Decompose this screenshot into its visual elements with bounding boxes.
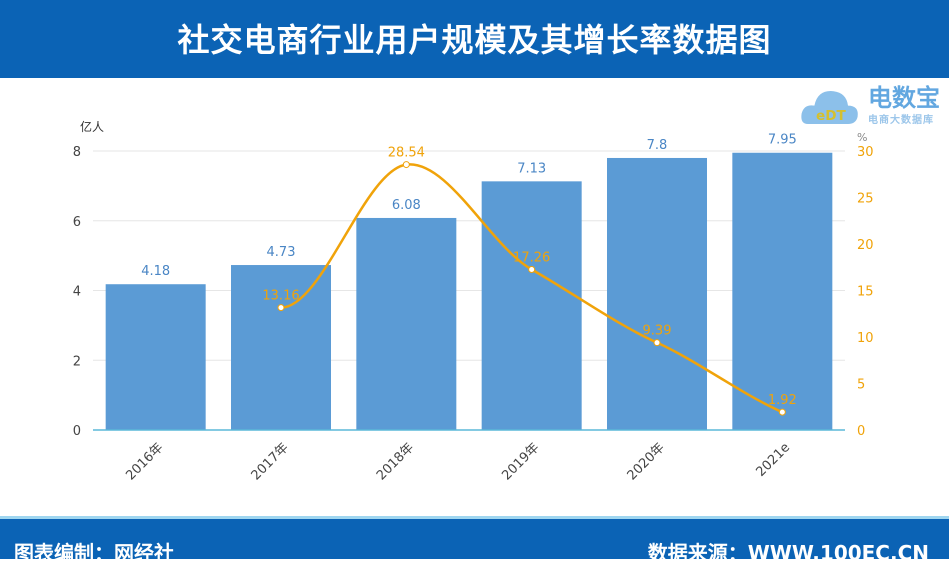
footer-right: 数据来源：WWW.100EC.CN <box>647 541 929 565</box>
x-tick-label: 2021e <box>753 440 793 480</box>
bar-data-label: 7.95 <box>768 133 797 148</box>
bar <box>732 152 833 430</box>
bar <box>607 157 707 430</box>
y-tick-label: 0 <box>73 424 81 439</box>
y-tick-label: 6 <box>73 215 81 230</box>
logo-sub: 电商大数据库 <box>868 113 934 126</box>
y-axis-label: 亿人 <box>80 119 104 134</box>
y2-axis-label: % <box>857 131 867 144</box>
logo-name: 电数宝 <box>868 84 940 112</box>
y2-tick-label: 15 <box>857 285 874 300</box>
bar <box>481 181 582 430</box>
x-tick-label: 2018年 <box>374 440 417 483</box>
y-tick-label: 8 <box>73 145 81 160</box>
y-tick-label: 4 <box>73 285 81 300</box>
chart-title: 社交电商行业用户规模及其增长率数据图 <box>0 0 949 78</box>
bar-data-label: 4.18 <box>141 264 170 279</box>
x-tick-label: 2019年 <box>499 440 542 483</box>
bar-data-label: 6.08 <box>392 198 421 213</box>
y2-tick-label: 5 <box>857 378 865 393</box>
line-point <box>778 408 786 416</box>
line-data-label: 13.16 <box>262 289 299 304</box>
line-point <box>653 339 661 347</box>
line-data-label: 9.39 <box>643 324 672 339</box>
line-point <box>402 161 410 169</box>
line-point <box>528 265 536 273</box>
bar-data-label: 7.8 <box>647 138 668 153</box>
line-data-label: 17.26 <box>513 250 550 265</box>
x-tick-label: 2016年 <box>123 440 166 483</box>
y2-tick-label: 20 <box>857 238 874 253</box>
footer: 图表编制：网经社 数据来源：WWW.100EC.CN <box>0 516 949 565</box>
bar-data-label: 4.73 <box>267 245 296 260</box>
bar-data-label: 7.13 <box>517 161 546 176</box>
bar <box>231 265 331 430</box>
y2-tick-label: 30 <box>857 145 874 160</box>
bar <box>356 217 457 430</box>
y2-tick-label: 10 <box>857 331 874 346</box>
logo: eDT 电数宝 电商大数据库 <box>800 80 949 130</box>
chart: 0 2 4 6 8 0 5 10 15 20 25 30 亿人% 4.18 4.73 6.08 7.13 7.8 7… <box>73 119 874 483</box>
bar <box>105 284 206 430</box>
line-data-label: 1.92 <box>768 393 797 408</box>
y2-tick-label: 0 <box>857 424 865 439</box>
x-tick-label: 2020年 <box>625 440 668 483</box>
line-point <box>277 304 285 312</box>
growth-line <box>280 163 783 414</box>
y-tick-label: 2 <box>73 354 81 369</box>
y2-tick-label: 25 <box>857 192 874 207</box>
x-tick-label: 2017年 <box>249 440 292 483</box>
line-data-label: 28.54 <box>388 146 425 161</box>
footer-left: 图表编制：网经社 <box>14 541 174 565</box>
logo-mark: eDT <box>816 108 847 124</box>
